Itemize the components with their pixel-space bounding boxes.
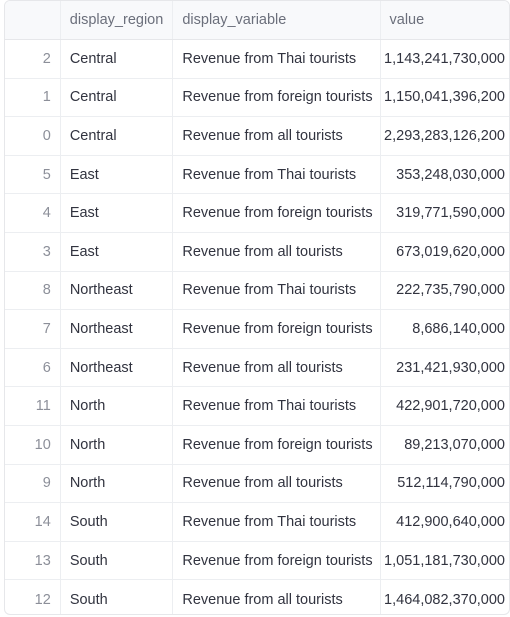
value-cell[interactable]: 89,213,070,000 xyxy=(404,436,505,453)
display-variable-cell[interactable]: Revenue from foreign tourists xyxy=(173,425,381,464)
row-index-cell[interactable]: 0 xyxy=(5,117,61,155)
table-row[interactable]: 6 Northeast Revenue from all tourists 231,4… xyxy=(5,348,509,388)
row-index-cell[interactable]: 14 xyxy=(5,503,61,541)
table-row[interactable]: 2 Central Revenue from Thai tourists 1,143,… xyxy=(5,40,509,79)
display-variable-cell[interactable]: Revenue from all tourists xyxy=(173,464,381,503)
display-variable-cell[interactable]: Revenue from foreign tourists xyxy=(173,194,381,232)
display-region-cell[interactable]: Northeast xyxy=(61,348,174,387)
display-region-cell[interactable]: Central xyxy=(61,78,174,117)
table-row[interactable]: 12 South Revenue from all tourists 1,464,08… xyxy=(5,580,509,614)
row-index-cell[interactable]: 7 xyxy=(5,310,61,348)
display-variable-cell[interactable]: Revenue from all tourists xyxy=(173,232,381,271)
value-cell[interactable]: 1,143,241,730,000 xyxy=(384,50,505,67)
row-index-cell[interactable]: 8 xyxy=(5,271,61,310)
value-cell[interactable]: 231,421,930,000 xyxy=(396,359,505,376)
display-variable-cell[interactable]: Revenue from Thai tourists xyxy=(173,155,381,194)
value-cell[interactable]: 1,150,041,396,200 xyxy=(384,89,505,106)
display-region-cell[interactable]: Northeast xyxy=(61,271,174,310)
table-header-row: display_region display_variable value xyxy=(5,1,509,40)
table-row[interactable]: 10 North Revenue from foreign tourists 89,2… xyxy=(5,425,509,465)
table-row[interactable]: 11 North Revenue from Thai tourists 422,901… xyxy=(5,387,509,426)
row-index-cell[interactable]: 4 xyxy=(5,194,61,232)
table-row[interactable]: 4 East Revenue from foreign tourists 319,77… xyxy=(5,194,509,233)
row-index-cell[interactable]: 11 xyxy=(5,387,61,425)
value-cell[interactable]: 1,051,181,730,000 xyxy=(384,552,505,569)
display-region-cell[interactable]: South xyxy=(61,580,174,614)
table-row[interactable]: 0 Central Revenue from all tourists 2,293,2… xyxy=(5,117,509,156)
row-index-cell[interactable]: 6 xyxy=(5,348,61,387)
row-index-cell[interactable]: 3 xyxy=(5,232,61,271)
display-variable-cell[interactable]: Revenue from foreign tourists xyxy=(173,310,381,348)
display-variable-cell[interactable]: Revenue from Thai tourists xyxy=(173,503,381,541)
display-region-cell[interactable]: East xyxy=(61,155,174,194)
table-row[interactable]: 5 East Revenue from Thai tourists 353,248,0… xyxy=(5,155,509,195)
row-index-cell[interactable]: 2 xyxy=(5,40,61,78)
table-body: 2 Central Revenue from Thai tourists 1,143,… xyxy=(5,40,509,614)
table-row[interactable]: 1 Central Revenue from foreign tourists 1,1… xyxy=(5,78,509,118)
display-region-cell[interactable]: South xyxy=(61,541,174,580)
display-region-cell[interactable]: Northeast xyxy=(61,310,174,348)
row-index-cell[interactable]: 1 xyxy=(5,78,61,117)
row-index-cell[interactable]: 10 xyxy=(5,425,61,464)
display-variable-cell[interactable]: Revenue from Thai tourists xyxy=(173,40,381,78)
row-index-cell[interactable]: 13 xyxy=(5,541,61,580)
row-index-cell[interactable]: 5 xyxy=(5,155,61,194)
display-variable-cell[interactable]: Revenue from all tourists xyxy=(173,348,381,387)
value-cell[interactable]: 1,464,082,370,000 xyxy=(384,591,505,608)
display-region-cell[interactable]: Central xyxy=(61,117,174,155)
display-variable-cell[interactable]: Revenue from foreign tourists xyxy=(173,541,381,580)
table-row[interactable]: 13 South Revenue from foreign tourists 1,05… xyxy=(5,541,509,581)
column-header-display-variable[interactable]: display_variable xyxy=(173,1,381,39)
table-row[interactable]: 9 North Revenue from all tourists 512,114,7… xyxy=(5,464,509,504)
column-header-value[interactable]: value xyxy=(389,12,425,28)
value-cell[interactable]: 2,293,283,126,200 xyxy=(384,127,505,144)
display-region-cell[interactable]: East xyxy=(61,232,174,271)
row-index-cell[interactable]: 12 xyxy=(5,580,61,614)
table-row[interactable]: 14 South Revenue from Thai tourists 412,900… xyxy=(5,503,509,542)
display-region-cell[interactable]: Central xyxy=(61,40,174,78)
column-header-display-region[interactable]: display_region xyxy=(61,1,174,39)
value-cell[interactable]: 8,686,140,000 xyxy=(412,320,505,337)
column-header-index[interactable] xyxy=(5,1,61,39)
value-cell[interactable]: 412,900,640,000 xyxy=(396,513,505,530)
value-cell[interactable]: 512,114,790,000 xyxy=(397,475,505,492)
display-variable-cell[interactable]: Revenue from Thai tourists xyxy=(173,387,381,425)
display-region-cell[interactable]: South xyxy=(61,503,174,541)
display-region-cell[interactable]: North xyxy=(61,425,174,464)
value-cell[interactable]: 422,901,720,000 xyxy=(396,398,505,415)
display-region-cell[interactable]: North xyxy=(61,464,174,503)
row-index-cell[interactable]: 9 xyxy=(5,464,61,503)
display-region-cell[interactable]: East xyxy=(61,194,174,232)
table-row[interactable]: 3 East Revenue from all tourists 673,019,62… xyxy=(5,232,509,272)
value-cell[interactable]: 222,735,790,000 xyxy=(396,282,505,299)
display-variable-cell[interactable]: Revenue from Thai tourists xyxy=(173,271,381,310)
value-cell[interactable]: 353,248,030,000 xyxy=(396,166,505,183)
value-cell[interactable]: 319,771,590,000 xyxy=(396,205,505,222)
display-variable-cell[interactable]: Revenue from all tourists xyxy=(173,117,381,155)
value-cell[interactable]: 673,019,620,000 xyxy=(396,243,505,260)
display-variable-cell[interactable]: Revenue from all tourists xyxy=(173,580,381,614)
table-row[interactable]: 8 Northeast Revenue from Thai tourists 222,… xyxy=(5,271,509,311)
table-row[interactable]: 7 Northeast Revenue from foreign tourists 8… xyxy=(5,310,509,349)
display-region-cell[interactable]: North xyxy=(61,387,174,425)
display-variable-cell[interactable]: Revenue from foreign tourists xyxy=(173,78,381,117)
